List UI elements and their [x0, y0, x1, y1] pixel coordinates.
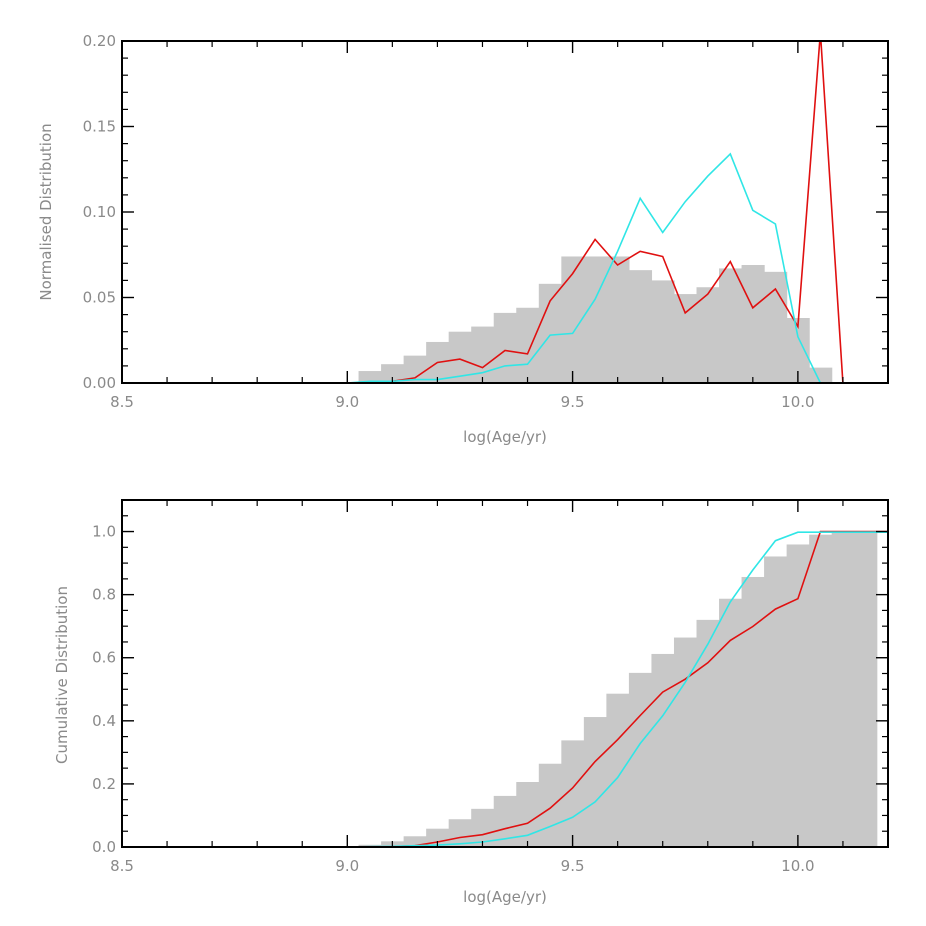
cumulative-y-tick-label: 0.6: [92, 649, 116, 667]
normalised-histogram-bar: [606, 256, 630, 383]
normalised-histogram-bar: [786, 318, 810, 383]
cumulative-cyan-line: [122, 531, 888, 847]
cumulative-histogram-bar: [696, 619, 720, 847]
cumulative-ticks: 8.5 9.0 9.5 10.0 0.0 0.2 0.4 0.6 0.8 1.0: [92, 500, 888, 875]
cumulative-histogram-bar: [561, 740, 585, 847]
normalised-x-tick-label: 9.0: [335, 393, 359, 411]
cumulative-x-axis-title: log(Age/yr): [463, 888, 547, 906]
cumulative-histogram-bar: [831, 531, 855, 847]
normalised-x-tick-label: 8.5: [110, 393, 134, 411]
cumulative-histogram-bar: [741, 576, 765, 847]
normalised-histogram-bar: [493, 312, 517, 383]
cumulative-histogram-bar: [786, 544, 810, 847]
normalised-histogram-bar: [358, 371, 382, 383]
normalised-x-tick-label: 9.5: [561, 393, 585, 411]
cumulative-y-tick-label: 0.8: [92, 586, 116, 604]
normalised-plot-area: [122, 41, 888, 383]
cumulative-histogram-bar: [809, 534, 833, 847]
cumulative-y-tick-label: 0.4: [92, 712, 116, 730]
cumulative-histogram-bar: [764, 556, 788, 847]
cumulative-histogram-bar: [516, 782, 540, 847]
cumulative-histogram-bar: [628, 672, 653, 847]
normalised-histogram-bar: [583, 256, 607, 383]
cumulative-histogram-bar: [651, 653, 675, 847]
cumulative-x-tick-label: 8.5: [110, 857, 134, 875]
cumulative-histogram-bar: [583, 717, 607, 847]
normalised-histogram-bar: [673, 294, 698, 383]
cumulative-distribution-panel: 8.5 9.0 9.5 10.0 0.0 0.2 0.4 0.6 0.8 1.0 log(Age/…: [53, 499, 889, 906]
cumulative-y-axis-title: Cumulative Distribution: [53, 586, 71, 764]
normalised-y-tick-label: 0.00: [83, 374, 116, 392]
normalised-histogram-bar: [809, 367, 833, 383]
cumulative-histogram-bar: [606, 693, 630, 847]
normalised-histogram-bar: [696, 287, 720, 383]
cumulative-histogram-bar: [448, 819, 472, 847]
normalised-histogram-bar: [719, 268, 743, 383]
cumulative-histogram-bar: [403, 836, 427, 847]
cumulative-x-tick-label: 9.5: [561, 857, 585, 875]
normalised-y-tick-label: 0.10: [83, 203, 116, 221]
normalised-y-tick-label: 0.05: [83, 289, 116, 307]
normalised-histogram-bar: [561, 256, 585, 383]
normalised-red-line: [122, 41, 888, 383]
normalised-histogram-bar: [651, 280, 675, 383]
cumulative-plot-area: [122, 530, 888, 847]
cumulative-y-tick-label: 0.2: [92, 775, 116, 793]
normalised-histogram-bar: [538, 283, 562, 383]
normalised-y-tick-label: 0.20: [83, 32, 116, 50]
normalised-distribution-panel: 8.5 9.0 9.5 10.0 0.00 0.05 0.10 0.15 0.20 log(Ag…: [37, 32, 889, 446]
normalised-histogram-bar: [403, 355, 427, 383]
cumulative-histogram-bar: [493, 795, 517, 847]
cumulative-x-tick-label: 9.0: [335, 857, 359, 875]
cumulative-x-tick-label: 10.0: [781, 857, 814, 875]
normalised-histogram-bar: [516, 307, 540, 383]
normalised-histogram-bar: [628, 270, 653, 383]
normalised-y-axis-title: Normalised Distribution: [37, 123, 55, 300]
cumulative-y-tick-label: 0.0: [92, 838, 116, 856]
cumulative-histogram-bar: [719, 598, 743, 847]
cumulative-histogram-bar: [538, 763, 562, 847]
cumulative-histogram-bar: [471, 808, 495, 847]
normalised-cyan-line: [122, 152, 888, 383]
normalised-ticks: 8.5 9.0 9.5 10.0 0.00 0.05 0.10 0.15 0.20: [83, 32, 888, 411]
normalised-y-tick-label: 0.15: [83, 118, 116, 136]
cumulative-histogram-bar: [854, 531, 878, 847]
normalised-histogram-bar: [448, 331, 472, 383]
normalised-x-tick-label: 10.0: [781, 393, 814, 411]
cumulative-y-tick-label: 1.0: [92, 523, 116, 541]
normalised-x-axis-title: log(Age/yr): [463, 428, 547, 446]
normalised-histogram-bar: [471, 326, 495, 383]
normalised-histogram-bar: [741, 265, 765, 383]
normalised-histogram-bar: [381, 364, 405, 383]
